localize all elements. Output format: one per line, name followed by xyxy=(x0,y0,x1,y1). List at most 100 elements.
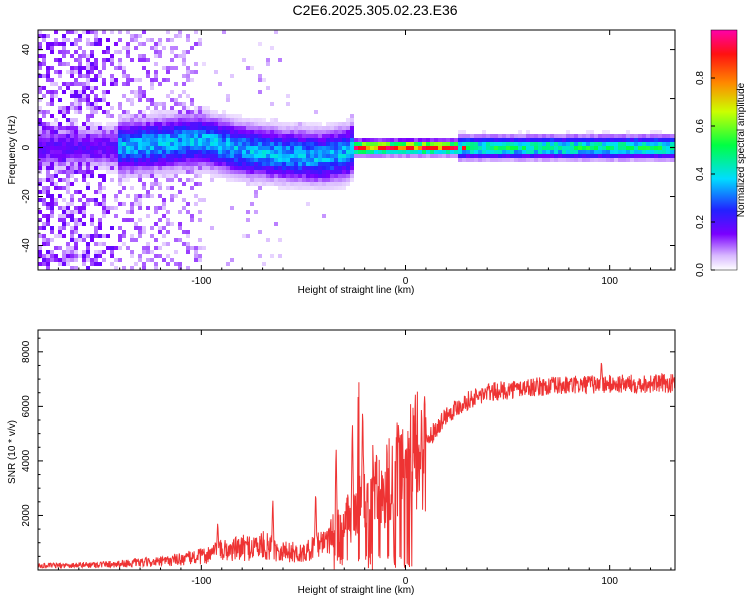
spectrogram-cell xyxy=(126,178,130,182)
spectrogram-cell xyxy=(350,134,354,138)
spectrogram-cell xyxy=(114,246,118,250)
spectrogram-cell xyxy=(278,122,282,126)
spectrogram-cell xyxy=(330,170,334,174)
spectrogram-cell xyxy=(278,186,282,190)
spectrogram-cell xyxy=(130,166,134,170)
spectrogram-cell xyxy=(278,162,282,166)
spectrogram-cell xyxy=(186,166,190,170)
spectrogram-cell xyxy=(402,138,406,142)
spectrogram-cell xyxy=(622,142,626,146)
spectrogram-cell xyxy=(214,150,218,154)
spectrogram-cell xyxy=(118,174,122,178)
spectrogram-cell xyxy=(278,150,282,154)
spectrogram-cell xyxy=(238,122,242,126)
spectrogram-cell xyxy=(126,122,130,126)
spectrogram-cell xyxy=(138,42,142,46)
spectrogram-cell xyxy=(122,134,126,138)
spectrogram-cell xyxy=(158,122,162,126)
spectrogram-cell xyxy=(38,198,42,202)
spectrogram-cell xyxy=(66,262,70,266)
spectrogram-cell xyxy=(154,206,158,210)
spectrogram-cell xyxy=(214,110,218,114)
spectrogram-cell xyxy=(270,170,274,174)
spectrogram-cell xyxy=(94,226,98,230)
spectrogram-cell xyxy=(306,134,310,138)
spectrogram-cell xyxy=(290,130,294,134)
spectrogram-cell xyxy=(322,182,326,186)
spectrogram-cell xyxy=(326,142,330,146)
spectrogram-cell xyxy=(154,46,158,50)
spectrogram-cell xyxy=(334,158,338,162)
spectrogram-ytick-label: 0 xyxy=(21,144,32,150)
spectrogram-cell xyxy=(58,162,62,166)
spectrogram-cell xyxy=(38,246,42,250)
spectrogram-cell xyxy=(186,210,190,214)
spectrogram-cell xyxy=(178,114,182,118)
spectrogram-cell xyxy=(266,158,270,162)
spectrogram-cell xyxy=(54,38,58,42)
spectrogram-cell xyxy=(250,178,254,182)
spectrogram-cell xyxy=(378,138,382,142)
spectrogram-cell xyxy=(222,174,226,178)
spectrogram-cell xyxy=(514,154,518,158)
spectrogram-cell xyxy=(262,170,266,174)
spectrogram-cell xyxy=(290,174,294,178)
spectrogram-cell xyxy=(166,146,170,150)
spectrogram-cell xyxy=(126,158,130,162)
spectrogram-cell xyxy=(250,126,254,130)
spectrogram-cell xyxy=(174,66,178,70)
spectrogram-cell xyxy=(250,150,254,154)
spectrogram-cell xyxy=(194,250,198,254)
spectrogram-cell xyxy=(258,162,262,166)
spectrogram-cell xyxy=(74,266,78,270)
spectrogram-cell xyxy=(314,130,318,134)
spectrogram-cell xyxy=(230,126,234,130)
spectrogram-cell xyxy=(146,246,150,250)
spectrogram-cell xyxy=(634,146,638,150)
spectrogram-cell xyxy=(98,166,102,170)
spectrogram-cell xyxy=(102,78,106,82)
spectrogram-cell xyxy=(74,246,78,250)
spectrogram-cell xyxy=(626,138,630,142)
spectrogram-cell xyxy=(174,162,178,166)
spectrogram-cell xyxy=(46,122,50,126)
spectrogram-cell xyxy=(122,178,126,182)
spectrogram-cell xyxy=(250,162,254,166)
spectrogram-cell xyxy=(110,134,114,138)
spectrogram-cell xyxy=(130,122,134,126)
spectrogram-cell xyxy=(74,130,78,134)
spectrogram-cell xyxy=(278,238,282,242)
spectrogram-cell xyxy=(106,122,110,126)
spectrogram-cell xyxy=(270,46,274,50)
spectrogram-cell xyxy=(170,174,174,178)
spectrogram-cell xyxy=(326,146,330,150)
spectrogram-cell xyxy=(98,122,102,126)
spectrogram-cell xyxy=(306,122,310,126)
spectrogram-cell xyxy=(350,162,354,166)
spectrogram-cell xyxy=(238,118,242,122)
spectrogram-cell xyxy=(638,146,642,150)
spectrogram-cell xyxy=(66,138,70,142)
spectrogram-cell xyxy=(54,202,58,206)
spectrogram-cell xyxy=(50,90,54,94)
spectrogram-cell xyxy=(350,178,354,182)
spectrogram-cell xyxy=(250,170,254,174)
spectrogram-cell xyxy=(66,146,70,150)
spectrogram-cell xyxy=(290,138,294,142)
spectrogram-cell xyxy=(638,138,642,142)
spectrogram-cell xyxy=(298,126,302,130)
spectrogram-cell xyxy=(50,82,54,86)
spectrogram-cell xyxy=(74,66,78,70)
spectrogram-cell xyxy=(82,258,86,262)
spectrogram-cell xyxy=(346,174,350,178)
spectrogram-cell xyxy=(386,142,390,146)
spectrogram-cell xyxy=(510,146,514,150)
spectrogram-cell xyxy=(302,166,306,170)
spectrogram-cell xyxy=(158,150,162,154)
spectrogram-cell xyxy=(314,162,318,166)
spectrogram-cell xyxy=(338,150,342,154)
spectrogram-cell xyxy=(146,126,150,130)
spectrogram-cell xyxy=(202,126,206,130)
spectrogram-cell xyxy=(50,114,54,118)
spectrogram-cell xyxy=(82,50,86,54)
